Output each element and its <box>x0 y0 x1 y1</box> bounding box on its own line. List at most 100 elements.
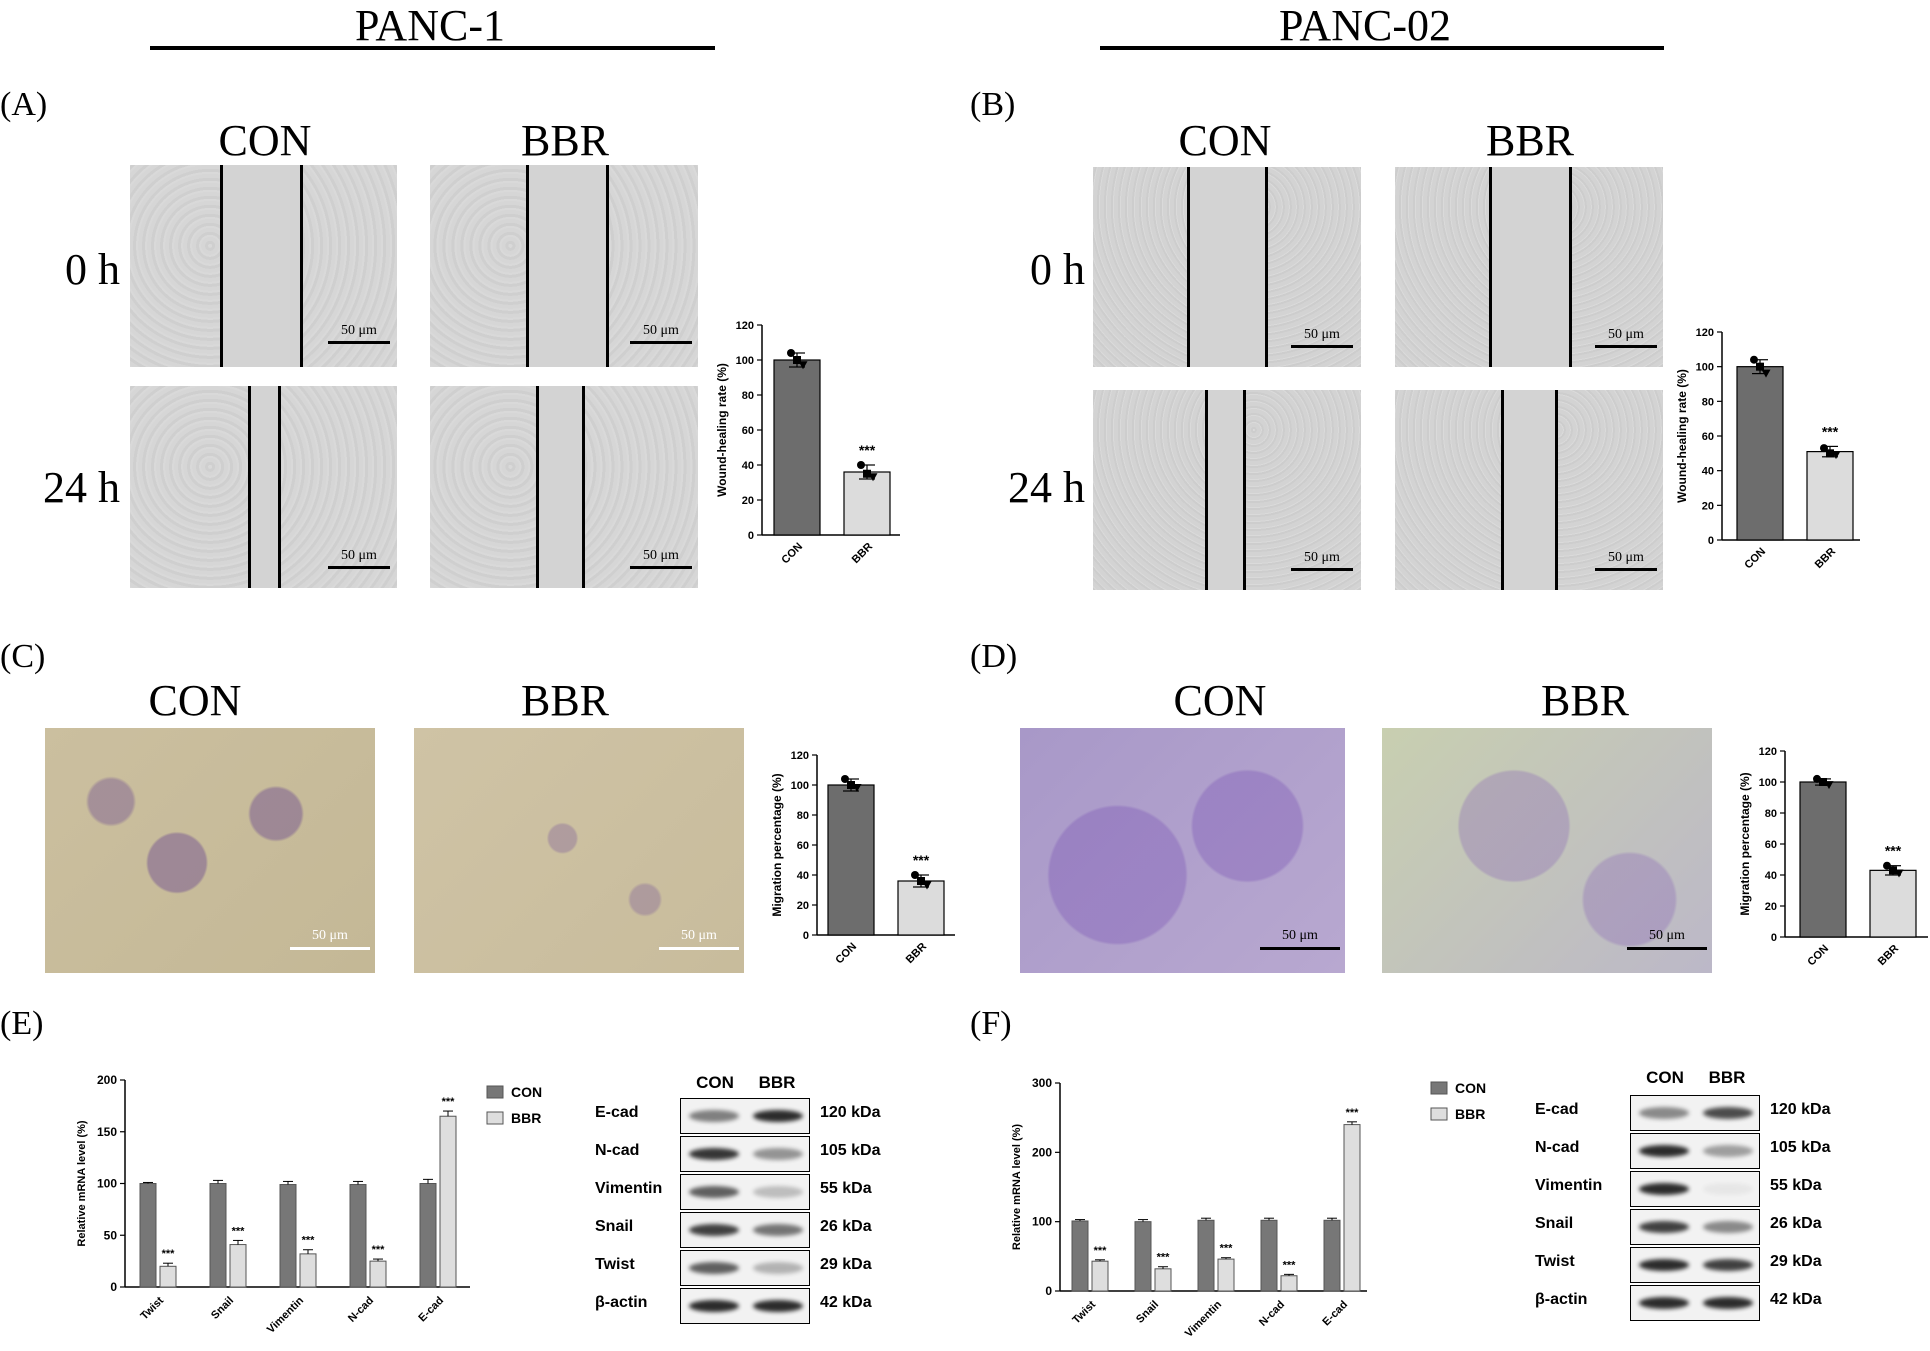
data-point <box>852 784 862 792</box>
wb-band <box>1703 1259 1753 1271</box>
wb-band <box>1639 1259 1689 1271</box>
y-tick-label: 120 <box>1759 746 1777 758</box>
wb-band <box>689 1262 739 1274</box>
wb-protein-label: Vimentin <box>595 1180 663 1197</box>
panel-label-b: (B) <box>970 86 1016 123</box>
significance-marker: *** <box>1346 1107 1360 1119</box>
y-tick-label: 100 <box>791 780 809 792</box>
wb-e-col-con: CON <box>696 1073 734 1092</box>
x-category-label: Twist <box>1070 1298 1098 1326</box>
legend-label-bbr: BBR <box>511 1110 541 1126</box>
wb-band <box>1703 1183 1753 1195</box>
wb-blot-row <box>1630 1133 1760 1169</box>
panel-label-c: (C) <box>0 638 46 675</box>
c-bbr-transwell-image: 50 μm <box>414 728 744 973</box>
x-category-label: E-cad <box>1320 1299 1350 1329</box>
wb-band <box>753 1186 803 1198</box>
data-point <box>787 349 795 357</box>
chart-a-wound-healing: 0 20 40 60 80 100 120 Wound-healing rate (%) CON… <box>715 320 900 566</box>
y-axis-label: Migration percentage (%) <box>770 773 784 916</box>
bar-con-e-cad <box>1323 1219 1341 1292</box>
panel-label-e: (E) <box>0 1005 44 1042</box>
y-tick-label: 0 <box>803 930 809 942</box>
data-point <box>1894 869 1904 878</box>
y-tick-label: 50 <box>104 1228 118 1242</box>
y-tick-label: 100 <box>1032 1215 1052 1229</box>
scale-label: 50 μm <box>1608 550 1644 565</box>
a-time-24h: 24 h <box>43 463 120 512</box>
bar-con-n-cad <box>349 1184 367 1288</box>
bar-bbr-snail <box>229 1244 247 1288</box>
data-point <box>922 881 932 890</box>
header-panc02: PANC-02 <box>1279 1 1451 50</box>
wb-protein-label: Snail <box>595 1218 634 1235</box>
a-con-label: CON <box>218 116 312 165</box>
d-bbr-label: BBR <box>1540 676 1630 725</box>
d-bbr-transwell-image: 50 μm <box>1382 728 1712 973</box>
wb-kda-label: 105 kDa <box>820 1142 881 1159</box>
a-time-0h: 0 h <box>65 245 120 294</box>
x-category-label: Snail <box>209 1295 236 1322</box>
wb-band <box>753 1300 803 1312</box>
x-category-label: BBR <box>904 941 929 966</box>
significance-marker: *** <box>1157 1252 1171 1264</box>
b-con-24h-image: 50 μm <box>1093 390 1361 590</box>
a-bbr-0h-image: 50 μm <box>430 165 698 367</box>
c-bbr-label: BBR <box>520 676 610 725</box>
bar-bbr <box>1869 869 1917 938</box>
wb-band <box>753 1110 803 1122</box>
significance-marker: *** <box>1822 423 1839 439</box>
bar-con-vimentin <box>279 1184 297 1288</box>
wb-kda-label: 105 kDa <box>1770 1139 1831 1156</box>
bar-bbr-twist <box>1091 1260 1109 1292</box>
legend-swatch-con <box>1430 1081 1448 1095</box>
data-point <box>857 461 865 469</box>
wb-e-col-bbr: BBR <box>758 1073 796 1092</box>
wb-protein-label: Vimentin <box>1535 1177 1603 1194</box>
header-underline-left <box>150 46 715 50</box>
bar-con <box>1799 781 1847 938</box>
bar-bbr-e-cad <box>439 1115 457 1288</box>
b-con-0h-image: 50 μm <box>1093 167 1361 367</box>
wb-band <box>1703 1107 1753 1119</box>
c-con-transwell-image: 50 μm <box>45 728 375 973</box>
chart-e-mrna: 0 50 100 150 200 Relative mRNA level (%) *** Tw… <box>76 1073 542 1336</box>
y-axis-label: Wound-healing rate (%) <box>715 363 729 497</box>
wb-band <box>689 1110 739 1122</box>
y-tick-label: 40 <box>1702 466 1714 478</box>
wb-kda-label: 29 kDa <box>1770 1253 1822 1270</box>
scale-label: 50 μm <box>1304 327 1340 342</box>
wb-protein-label: β-actin <box>595 1294 648 1311</box>
y-axis-label: Relative mRNA level (%) <box>76 1120 88 1246</box>
data-point <box>1750 355 1758 364</box>
x-category-label: CON <box>1742 546 1768 572</box>
wb-protein-label: E-cad <box>595 1104 639 1121</box>
western-blot-e: CON BBR E-cad 120 kDa N-cad 105 kDa Vimentin… <box>595 1070 925 1330</box>
wb-blot-row <box>680 1136 810 1172</box>
d-con-transwell-image: 50 μm <box>1020 728 1345 973</box>
y-tick-label: 80 <box>797 810 809 822</box>
y-tick-label: 20 <box>1702 500 1714 512</box>
x-category-label: N-cad <box>1257 1299 1287 1329</box>
bar-con-e-cad <box>419 1183 437 1288</box>
chart-b-wound-healing: 0 20 40 60 80 100 120 Wound-healing rate (%) CON… <box>1675 327 1860 572</box>
wb-band <box>753 1262 803 1274</box>
significance-marker: *** <box>162 1248 176 1260</box>
scale-label: 50 μm <box>1608 327 1644 342</box>
wb-f-col-con: CON <box>1646 1068 1684 1087</box>
y-tick-label: 20 <box>1765 901 1777 913</box>
wb-band <box>1639 1183 1689 1195</box>
b-time-0h: 0 h <box>1030 245 1085 294</box>
y-tick-label: 150 <box>97 1125 117 1139</box>
bar-bbr-vimentin <box>299 1253 317 1288</box>
a-con-0h-image: 50 μm <box>130 165 397 367</box>
scale-label: 50 μm <box>341 548 377 563</box>
legend-label-con: CON <box>1455 1080 1486 1096</box>
scale-label: 50 μm <box>1649 928 1685 943</box>
y-tick-label: 60 <box>1765 839 1777 851</box>
b-time-24h: 24 h <box>1008 463 1085 512</box>
data-point <box>1889 866 1897 875</box>
scale-label: 50 μm <box>312 928 348 943</box>
y-tick-label: 0 <box>1771 932 1777 944</box>
wb-protein-label: N-cad <box>1535 1139 1580 1156</box>
